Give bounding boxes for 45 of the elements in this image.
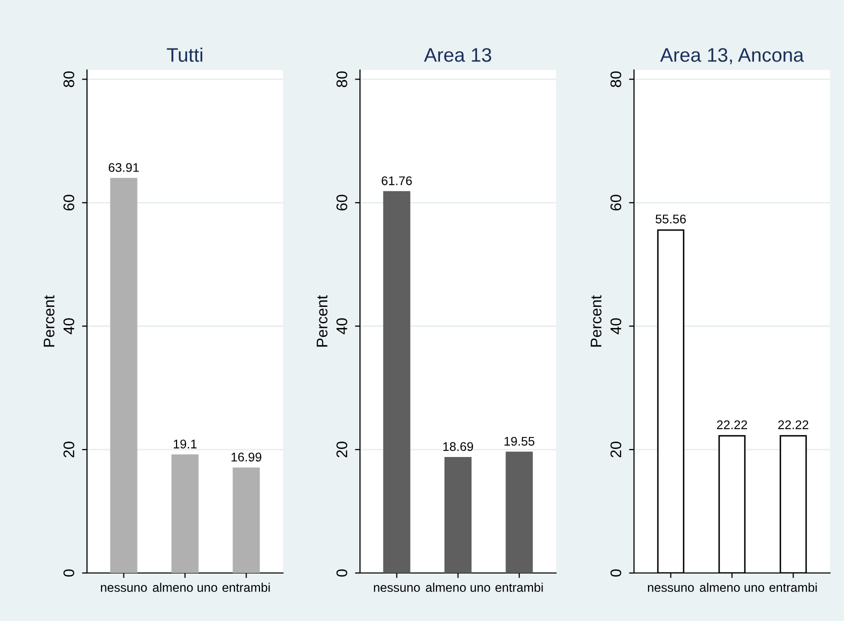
bar: [444, 456, 472, 573]
y-tick-label: 20: [610, 442, 622, 458]
y-tick-label: 0: [610, 569, 622, 577]
y-tick-label: 80: [610, 71, 622, 88]
data-label: 18.69: [443, 442, 474, 452]
y-tick-label: 0: [336, 569, 348, 577]
bar: [232, 467, 260, 573]
y-axis-title: Percent: [590, 295, 602, 347]
chart-title: Area 13: [424, 48, 492, 62]
x-tick-label: entrambi: [495, 582, 543, 592]
x-tick-label: entrambi: [222, 582, 270, 592]
bar: [110, 178, 138, 573]
y-tick-label: 60: [336, 194, 348, 210]
y-tick-label: 60: [63, 194, 74, 210]
y-tick-label: 40: [336, 318, 348, 334]
bar: [506, 452, 533, 573]
y-tick-label: 60: [610, 194, 622, 210]
x-tick-label: almeno uno: [700, 582, 764, 592]
data-label: 16.99: [232, 452, 262, 462]
data-label: 22.22: [778, 420, 808, 430]
x-tick-label: almeno uno: [426, 582, 490, 592]
x-tick-label: entrambi: [769, 582, 817, 592]
y-tick-label: 40: [63, 318, 74, 334]
bar: [383, 191, 410, 573]
data-label: 55.56: [656, 214, 686, 224]
bar: [171, 454, 199, 573]
y-tick-label: 20: [336, 442, 348, 458]
data-label: 22.22: [716, 420, 748, 430]
data-label: 61.76: [382, 176, 412, 186]
data-label: 63.91: [108, 163, 139, 172]
chart-title: Area 13, Ancona: [660, 48, 804, 64]
data-label: 19.1: [174, 440, 197, 448]
x-tick-label: nessuno: [100, 585, 147, 592]
y-axis-title: Percent: [316, 295, 328, 347]
y-tick-label: 20: [63, 442, 74, 458]
chart-title: Tutti: [166, 48, 202, 62]
x-tick-label: nessuno: [648, 585, 694, 592]
y-tick-label: 0: [63, 569, 74, 577]
x-tick-label: nessuno: [374, 585, 420, 592]
data-label: 19.55: [504, 436, 534, 446]
y-tick-label: 40: [610, 318, 622, 334]
y-tick-label: 80: [63, 71, 74, 88]
y-axis-title: Percent: [44, 295, 54, 347]
x-tick-label: almeno uno: [152, 582, 218, 592]
y-tick-label: 80: [336, 71, 348, 88]
